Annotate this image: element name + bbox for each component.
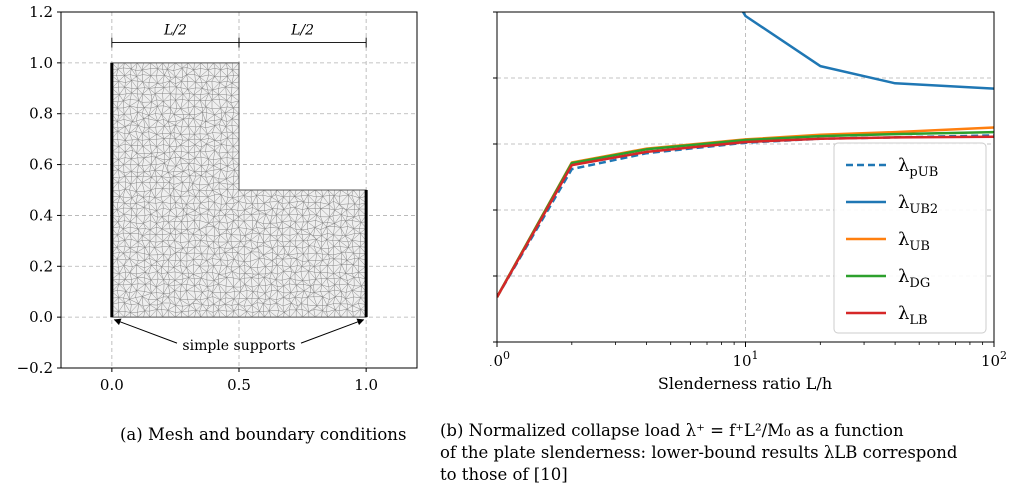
- mesh-figure: L/2 L/2 simple supports 0.0 0.5 1.0−0.20.00…: [17, 3, 418, 394]
- caption-b-line-2: of the plate slenderness: lower-bound re…: [440, 443, 958, 462]
- y-tick-label: −0.2: [17, 359, 53, 377]
- dimension-label: L/2: [290, 23, 314, 39]
- y-tick-label: 0.6: [29, 156, 53, 174]
- dimension-label: L/2: [163, 23, 187, 39]
- simple-supports: [110, 62, 368, 318]
- y-tick-label: 1.2: [29, 3, 53, 21]
- legend: λpUB λUB2 λUB λDG λLB: [833, 142, 987, 334]
- annotation-arrow: [300, 318, 365, 344]
- y-tick-label: 1.0: [29, 54, 53, 72]
- y-tick-label: 0.8: [29, 105, 53, 123]
- x-tick-label: 1.0: [354, 376, 378, 394]
- legend-label: λUB2: [898, 192, 938, 217]
- legend-box: [833, 142, 987, 334]
- right-tick-labels: 100101102345678: [490, 11, 1007, 370]
- caption-a: (a) Mesh and boundary conditions: [120, 425, 407, 444]
- domain-outline: [111, 62, 367, 318]
- series-lines: [497, 12, 994, 298]
- x-tick-label: 101: [732, 349, 758, 370]
- series-line: [741, 12, 994, 90]
- dimension-lines: L/2 L/2: [111, 23, 367, 48]
- annotation-text: simple supports: [182, 338, 295, 354]
- left-tick-labels: 0.0 0.5 1.0 −0.2 0.0 0.2 0.4 0.6 0.8 1.0 1.2: [17, 3, 379, 394]
- caption-b-line-1: (b) Normalized collapse load λ⁺ = f⁺L²/M…: [440, 421, 904, 440]
- support-annotation: simple supports: [113, 318, 365, 354]
- legend-label: λDG: [898, 266, 930, 291]
- y-tick-label: 0.0: [29, 308, 53, 326]
- caption-b-line-3: to those of [10]: [440, 465, 568, 484]
- series-line: [497, 135, 994, 298]
- y-tick-label: 0.2: [29, 257, 53, 275]
- legend-label: λLB: [898, 303, 928, 328]
- x-tick-label: 0.5: [227, 376, 251, 394]
- x-tick-label: 0.0: [100, 376, 124, 394]
- y-tick-label: 0.4: [29, 206, 53, 224]
- legend-label: λpUB: [898, 155, 938, 180]
- caption-b: (b) Normalized collapse load λ⁺ = f⁺L²/M…: [440, 420, 1030, 486]
- x-tick-label: 100: [490, 349, 510, 370]
- annotation-arrow: [113, 318, 178, 344]
- legend-label: λUB: [898, 229, 930, 254]
- x-tick-label: 102: [981, 349, 1007, 370]
- series-line: [497, 130, 994, 298]
- x-axis-label: Slenderness ratio L/h: [658, 374, 832, 393]
